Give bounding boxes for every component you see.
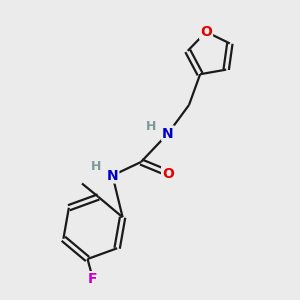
Text: N: N (162, 127, 174, 140)
Text: F: F (87, 272, 97, 286)
Text: O: O (162, 167, 174, 181)
Text: O: O (200, 25, 212, 39)
Text: H: H (91, 160, 101, 173)
Text: N: N (107, 169, 118, 182)
Text: H: H (146, 119, 157, 133)
